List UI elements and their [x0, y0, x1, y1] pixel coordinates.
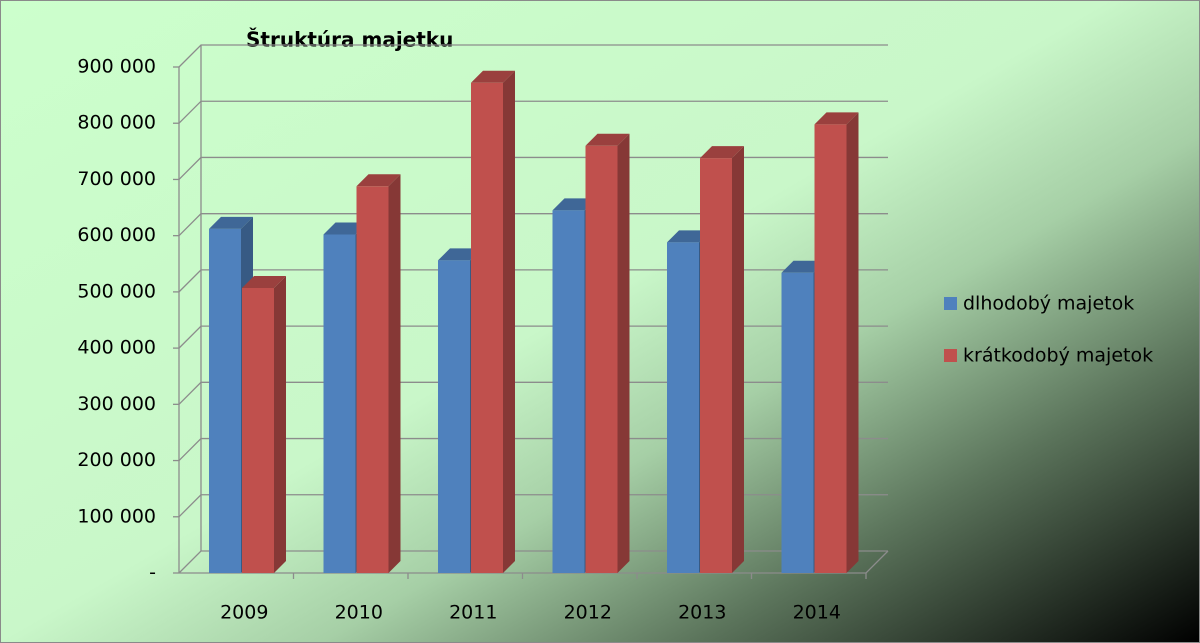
- bar: [700, 146, 744, 573]
- y-tick-label: 100 000: [77, 505, 156, 527]
- y-tick-label: 900 000: [77, 56, 156, 78]
- legend-swatch: [944, 349, 957, 362]
- bar-front: [323, 234, 356, 573]
- bar-side: [846, 112, 859, 573]
- bar: [814, 112, 859, 573]
- y-tick-label: -: [149, 562, 156, 584]
- bar-front: [438, 260, 470, 573]
- bar-top: [209, 216, 253, 229]
- y-tick-label: 800 000: [77, 112, 156, 134]
- bar: [585, 133, 630, 573]
- bar-side: [503, 70, 515, 574]
- bar-top: [814, 112, 859, 125]
- bar-front: [356, 186, 389, 574]
- bar-top: [356, 174, 401, 187]
- x-tick-label: 2011: [449, 602, 497, 624]
- bar-side: [617, 133, 630, 573]
- y-tick-label: 500 000: [77, 280, 156, 302]
- bar-side: [732, 146, 744, 573]
- x-tick-label: 2014: [793, 602, 841, 624]
- x-tick-label: 2010: [335, 602, 383, 624]
- y-tick-label: 400 000: [77, 337, 156, 359]
- grid-line: [178, 213, 888, 237]
- bar: [471, 70, 515, 574]
- bar-front: [700, 158, 732, 573]
- bar-front: [471, 82, 503, 574]
- bar-top: [700, 146, 744, 159]
- legend-label: dlhodobý majetok: [963, 293, 1134, 315]
- y-tick-label: 300 000: [77, 393, 156, 415]
- grid-line: [178, 156, 888, 180]
- bar-side: [388, 174, 401, 574]
- bar-front: [209, 228, 241, 574]
- legend-swatch: [944, 297, 957, 310]
- bar-front: [781, 272, 814, 573]
- x-tick-label: 2013: [678, 602, 726, 624]
- bar-front: [242, 287, 274, 573]
- bar: [356, 174, 401, 574]
- bar-front: [585, 145, 618, 573]
- y-tick-label: 200 000: [77, 449, 156, 471]
- bar: [242, 275, 286, 573]
- chart-title: Štruktúra majetku: [246, 28, 453, 52]
- bar-top: [242, 275, 286, 288]
- x-tick-label: 2009: [220, 602, 268, 624]
- grid-line: [178, 100, 888, 124]
- legend-label: krátkodobý majetok: [963, 345, 1153, 367]
- bar-front: [814, 124, 847, 573]
- bar-top: [471, 70, 515, 83]
- x-tick-label: 2012: [564, 602, 612, 624]
- y-tick-label: 600 000: [77, 224, 156, 246]
- bar-front: [552, 210, 585, 573]
- bar-top: [585, 133, 630, 146]
- bar-front: [667, 242, 699, 573]
- bar-side: [274, 275, 286, 573]
- y-tick-label: 700 000: [77, 168, 156, 190]
